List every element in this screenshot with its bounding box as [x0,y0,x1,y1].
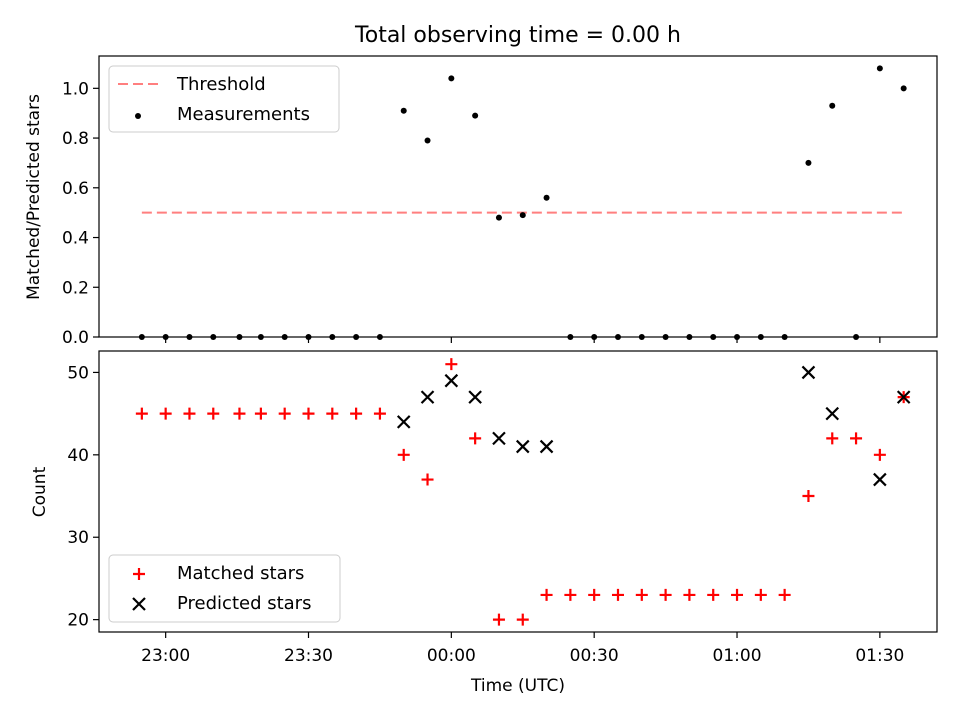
matched-star-point [516,613,529,626]
bottom-axes-frame [98,350,938,633]
matched-star-point [683,588,696,601]
legend-measurements-label: Measurements [177,104,310,125]
matched-star-point [540,588,553,601]
top-title: Total observing time = 0.00 h [354,23,681,48]
legend-matched-label: Matched stars [177,563,304,584]
matched-star-point [778,588,791,601]
matched-star-point [254,407,267,420]
bottom-x-tick-label: 00:30 [570,646,619,666]
matched-star-point [611,588,624,601]
bottom-legend-box [108,554,341,623]
bottom-x-axis-label: Time (UTC) [470,676,565,696]
matched-star-point [469,432,482,445]
matched-star-point [302,407,315,420]
bottom-legend: Matched stars Predicted stars [108,554,341,623]
matched-star-point [635,588,648,601]
predicted-star-point [420,390,435,404]
predicted-star-point [515,439,530,454]
matched-star-point [873,448,886,461]
top-y-tick-label: 0.6 [62,179,89,199]
predicted-star-point [873,472,887,487]
measurement-point [400,107,407,114]
matched-star-point [233,407,246,420]
top-y-tick-label: 1.0 [62,79,89,99]
top-legend: Threshold Measurements [108,65,340,133]
matched-star-point [754,588,767,601]
top-legend-box [108,65,340,133]
legend-matched-swatch [133,568,145,580]
bottom-x-tick-label: 01:30 [855,646,904,666]
predicted-star-point [825,406,840,421]
bottom-y-axis-label: Count [30,466,50,517]
measurement-point [900,85,907,92]
matched-star-point [421,473,434,486]
legend-measurements-swatch [135,113,141,119]
top-y-tick-label: 0.4 [62,229,89,249]
measurement-point [519,212,526,219]
predicted-star-point [396,415,411,429]
top-y-tick-label: 0.2 [62,278,89,298]
top-y-tick-label: 0.8 [62,129,89,149]
bottom-x-ticks: 23:00 23:30 00:00 00:30 01:00 01:30 [141,632,904,666]
matched-star-point [588,588,601,601]
bottom-y-tick-label: 20 [67,611,89,631]
legend-predicted-label: Predicted stars [177,593,311,614]
bottom-x-tick-label: 01:00 [713,646,762,666]
matched-star-point [207,407,220,420]
matched-star-point [802,490,815,503]
top-x-ticks [165,337,881,343]
matched-star-point [135,407,148,420]
predicted-stars-series [396,365,911,487]
predicted-star-point [801,365,816,380]
measurement-point [495,214,502,221]
matched-star-point [350,407,363,420]
matched-stars-series [135,358,910,626]
bottom-y-tick-label: 30 [67,528,89,548]
measurement-point [424,137,431,144]
bottom-y-tick-label: 40 [67,446,89,466]
measurements-series [138,65,907,340]
bottom-x-tick-label: 00:00 [427,646,476,666]
matched-star-point [731,588,744,601]
matched-star-point [659,588,672,601]
top-y-tick-label: 0.0 [62,328,89,348]
measurement-point [543,194,550,201]
predicted-star-point [539,439,554,454]
bottom-y-ticks: 20 30 40 50 [67,363,99,631]
measurement-point [472,112,479,119]
measurement-point [448,75,455,82]
matched-star-point [445,358,458,371]
top-y-ticks: 0.0 0.2 0.4 0.6 0.8 1.0 [62,79,99,348]
measurement-point [805,159,812,166]
bottom-x-tick-label: 23:00 [141,646,190,666]
matched-star-point [850,432,863,445]
matched-star-point [707,588,720,601]
matched-star-point [492,613,505,626]
legend-threshold-label: Threshold [176,74,266,95]
bottom-y-tick-label: 50 [67,363,89,383]
matched-star-point [278,407,291,420]
predicted-star-point [492,431,506,446]
matched-star-point [564,588,577,601]
predicted-star-point [444,373,459,388]
predicted-star-point [896,390,911,404]
matched-star-point [159,407,172,420]
top-axes-frame [98,55,938,338]
predicted-star-point [468,390,482,404]
matched-star-point [326,407,339,420]
bottom-x-tick-label: 23:30 [284,646,333,666]
measurement-point [876,65,883,72]
matched-star-point [397,448,410,461]
measurement-point [829,102,836,109]
matched-star-point [373,407,386,420]
matched-star-point [183,407,196,420]
top-panel: Total observing time = 0.00 h 0.00.20.40… [24,23,938,348]
legend-predicted-swatch [132,597,146,611]
top-y-axis-label: Matched/Predicted stars [24,94,44,300]
matched-star-point [826,432,839,445]
